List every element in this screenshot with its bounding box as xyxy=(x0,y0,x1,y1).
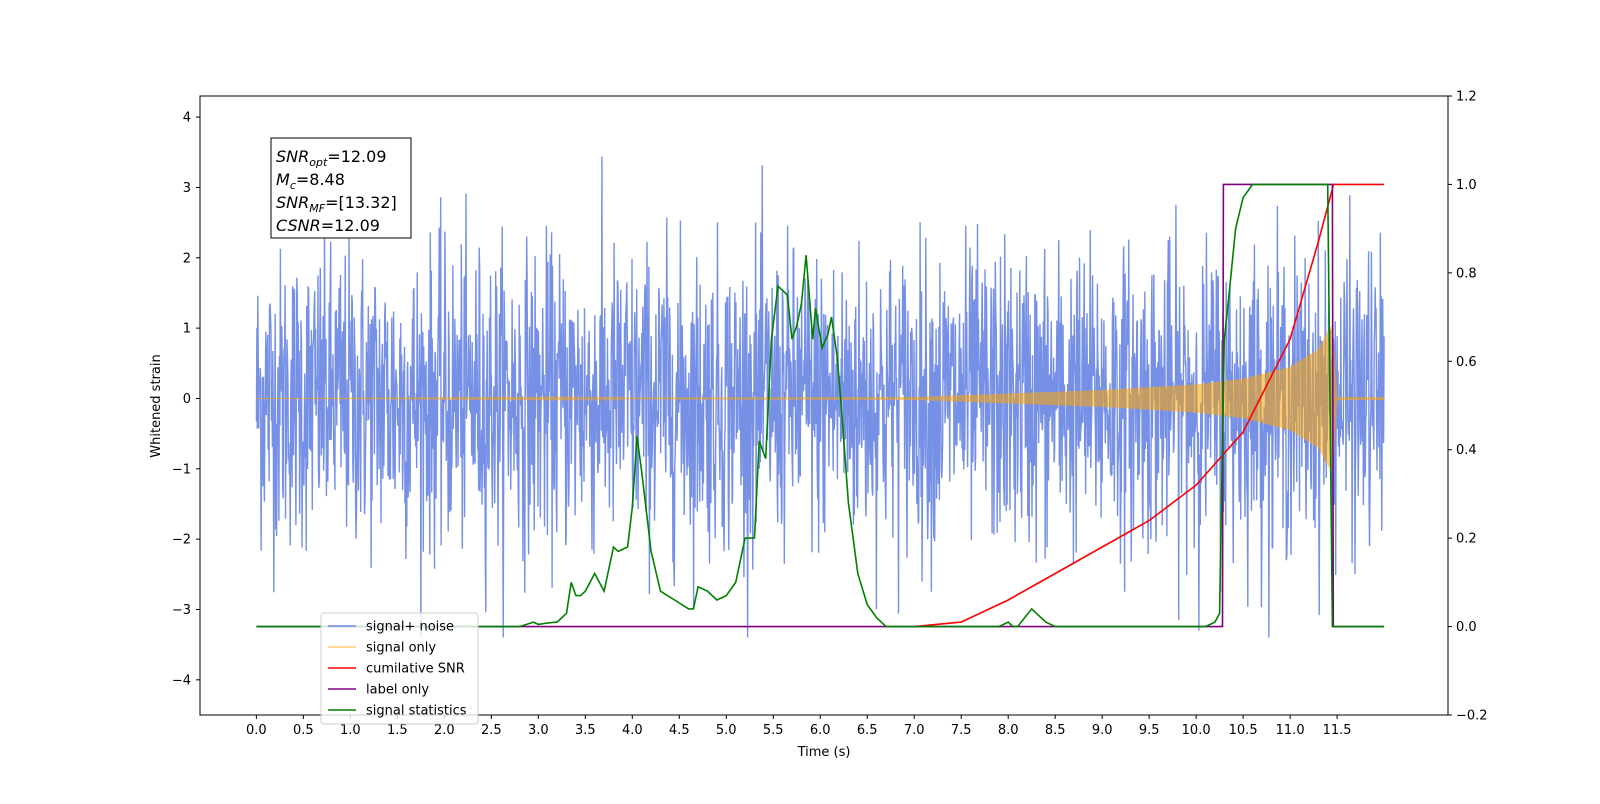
legend-label: signal only xyxy=(366,641,436,656)
legend-label: signal+ noise xyxy=(366,620,454,635)
x-tick-label: 9.0 xyxy=(1092,723,1113,738)
legend-label: signal statistics xyxy=(366,704,467,719)
x-tick-label: 6.5 xyxy=(857,723,878,738)
y-axis-label: Whitened strain xyxy=(149,354,164,457)
annotation-subscript: MF xyxy=(309,202,325,215)
series-signal-statistics-line xyxy=(256,183,1385,628)
x-tick-label: 5.0 xyxy=(716,723,737,738)
x-tick-label: 11.0 xyxy=(1276,723,1305,738)
x-tick-label: 10.5 xyxy=(1229,723,1258,738)
legend-label: cumilative SNR xyxy=(366,662,465,677)
x-tick-label: 8.5 xyxy=(1045,723,1066,738)
x-tick-label: 11.5 xyxy=(1323,723,1352,738)
annotation-symbol: SNR xyxy=(276,147,309,166)
y-tick-label: −1 xyxy=(172,462,191,477)
x-axis-ticks: 0.0 0.5 1.0 1.5 2.0 2.5 3.0 3.5 4.0 4.5 5.0 5.5 6.0 6… xyxy=(246,715,1352,738)
x-tick-label: 2.0 xyxy=(434,723,455,738)
x-tick-label: 10.0 xyxy=(1182,723,1211,738)
annotation-symbol: M xyxy=(276,170,290,189)
legend: signal+ noise signal only cumilative SNR la… xyxy=(320,612,479,725)
y2-tick-label: 0.0 xyxy=(1456,620,1477,635)
y-tick-label: 4 xyxy=(183,111,191,126)
x-tick-label: 3.0 xyxy=(528,723,549,738)
series-signal-noise-line xyxy=(255,156,1385,638)
annotation-symbol: CSNR xyxy=(276,216,321,235)
y-tick-label: 0 xyxy=(183,392,191,407)
annotation-line: CSNR=12.09 xyxy=(276,216,380,235)
series-signal-only-line xyxy=(256,325,1385,473)
annotation-subscript: c xyxy=(290,179,296,192)
x-tick-label: 7.0 xyxy=(904,723,925,738)
annotation-value: =12.09 xyxy=(321,216,380,235)
plot-frame xyxy=(199,95,1449,716)
x-tick-label: 1.5 xyxy=(387,723,408,738)
x-tick-label: 8.0 xyxy=(998,723,1019,738)
x-tick-label: 6.0 xyxy=(810,723,831,738)
x-tick-label: 7.5 xyxy=(951,723,972,738)
x-tick-label: 5.5 xyxy=(763,723,784,738)
x-tick-label: 0.0 xyxy=(246,723,267,738)
y-tick-label: 2 xyxy=(183,251,191,266)
legend-label: label only xyxy=(366,683,429,698)
x-tick-label: 9.5 xyxy=(1139,723,1160,738)
y2-axis-ticks: −0.2 0.0 0.2 0.4 0.6 0.8 1.0 1.2 xyxy=(1448,90,1488,724)
y-tick-label: −2 xyxy=(172,533,191,548)
annotation-frame xyxy=(270,137,412,239)
annotation-line: SNRMF=[13.32] xyxy=(276,193,397,215)
x-tick-label: 1.0 xyxy=(340,723,361,738)
y-tick-label: −4 xyxy=(172,673,191,688)
annotation-value: =12.09 xyxy=(327,147,386,166)
y-tick-label: −3 xyxy=(172,603,191,618)
annotation-value: =[13.32] xyxy=(325,193,397,212)
y-tick-label: 1 xyxy=(183,322,191,337)
y2-tick-label: 1.0 xyxy=(1456,178,1477,193)
x-tick-label: 3.5 xyxy=(575,723,596,738)
y2-tick-label: 0.4 xyxy=(1456,443,1477,458)
y-tick-label: 3 xyxy=(183,181,191,196)
y-axis-ticks: −4 −3 −2 −1 0 1 2 3 4 xyxy=(172,111,200,688)
y2-tick-label: −0.2 xyxy=(1456,709,1488,724)
annotation-symbol: SNR xyxy=(276,193,309,212)
y2-tick-label: 0.2 xyxy=(1456,532,1477,547)
annotation-value: =8.48 xyxy=(296,170,345,189)
y2-tick-label: 1.2 xyxy=(1456,90,1477,105)
x-tick-label: 0.5 xyxy=(293,723,314,738)
legend-frame xyxy=(320,612,479,725)
x-tick-label: 4.5 xyxy=(669,723,690,738)
annotation-line: Mc=8.48 xyxy=(276,170,345,192)
stats-annotation: SNRopt=12.09Mc=8.48SNRMF=[13.32]CSNR=12.… xyxy=(270,137,412,239)
annotation-line: SNRopt=12.09 xyxy=(276,147,387,169)
x-tick-label: 4.0 xyxy=(622,723,643,738)
x-axis-label: Time (s) xyxy=(797,745,851,760)
series-layer xyxy=(255,156,1385,638)
y2-tick-label: 0.8 xyxy=(1456,266,1477,281)
y2-tick-label: 0.6 xyxy=(1456,355,1477,370)
annotation-subscript: opt xyxy=(309,156,328,169)
x-tick-label: 2.5 xyxy=(481,723,502,738)
